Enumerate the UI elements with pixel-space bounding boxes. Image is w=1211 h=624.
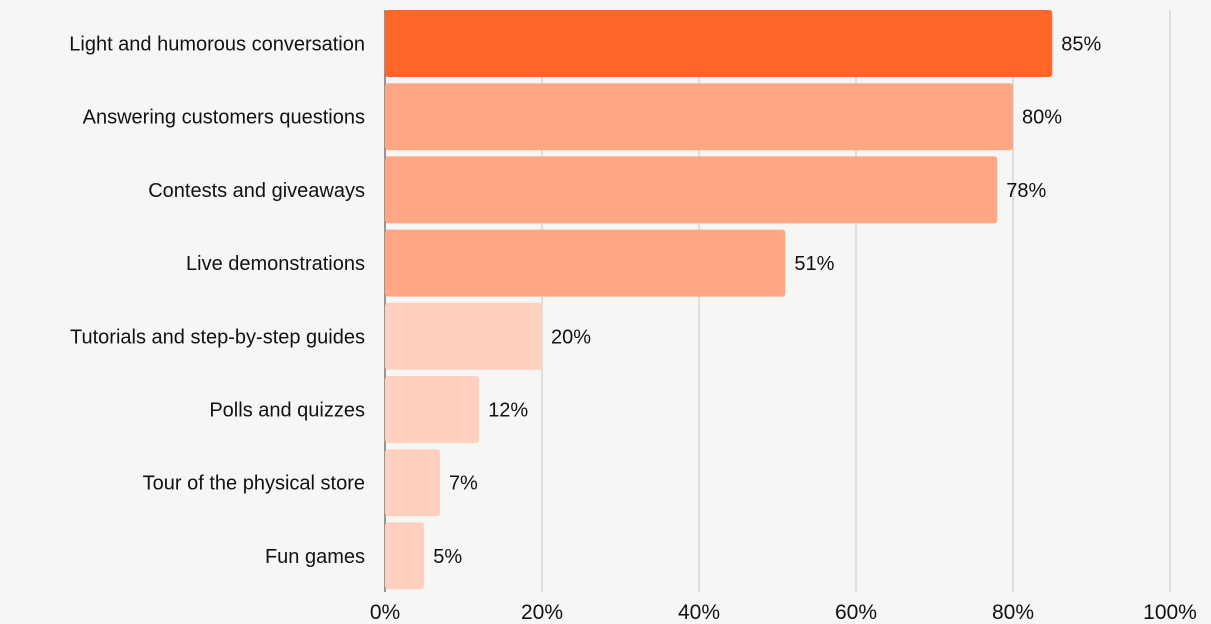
bar-5 — [385, 376, 480, 443]
category-label-7: Fun games — [265, 546, 365, 568]
category-label-5: Polls and quizzes — [209, 400, 365, 422]
bars — [385, 10, 1053, 590]
x-tick-label-0: 0% — [370, 601, 400, 624]
value-label-2: 78% — [1006, 180, 1046, 202]
x-tick-label-20: 20% — [521, 601, 563, 624]
category-label-6: Tour of the physical store — [143, 473, 365, 495]
value-label-0: 85% — [1061, 34, 1101, 56]
bar-7 — [385, 522, 425, 590]
bar-3 — [385, 229, 786, 297]
value-label-3: 51% — [794, 253, 834, 275]
value-label-6: 7% — [449, 473, 478, 495]
bar-6 — [385, 449, 440, 517]
x-axis-ticks: 0% 20% 40% 60% 80% 100% — [370, 601, 1197, 624]
category-label-2: Contests and giveaways — [148, 180, 365, 202]
category-label-4: Tutorials and step-by-step guides — [70, 326, 365, 348]
x-tick-label-80: 80% — [992, 601, 1034, 624]
category-label-3: Live demonstrations — [186, 253, 365, 275]
x-tick-label-60: 60% — [835, 601, 877, 624]
category-label-0: Light and humorous conversation — [69, 34, 365, 56]
bar-1 — [385, 83, 1013, 151]
x-tick-label-100: 100% — [1143, 601, 1197, 624]
bar-0 — [385, 10, 1053, 77]
category-labels: Light and humorous conversation Answering… — [69, 34, 365, 568]
value-label-7: 5% — [433, 546, 462, 568]
value-labels: 85% 80% 78% 51% 20% 12% 7% 5% — [433, 34, 1101, 568]
bar-2 — [385, 156, 998, 224]
value-label-1: 80% — [1022, 107, 1062, 129]
x-tick-label-40: 40% — [678, 601, 720, 624]
bar-4 — [385, 302, 542, 370]
value-label-4: 20% — [551, 326, 591, 348]
value-label-5: 12% — [488, 400, 528, 422]
category-label-1: Answering customers questions — [83, 107, 365, 129]
